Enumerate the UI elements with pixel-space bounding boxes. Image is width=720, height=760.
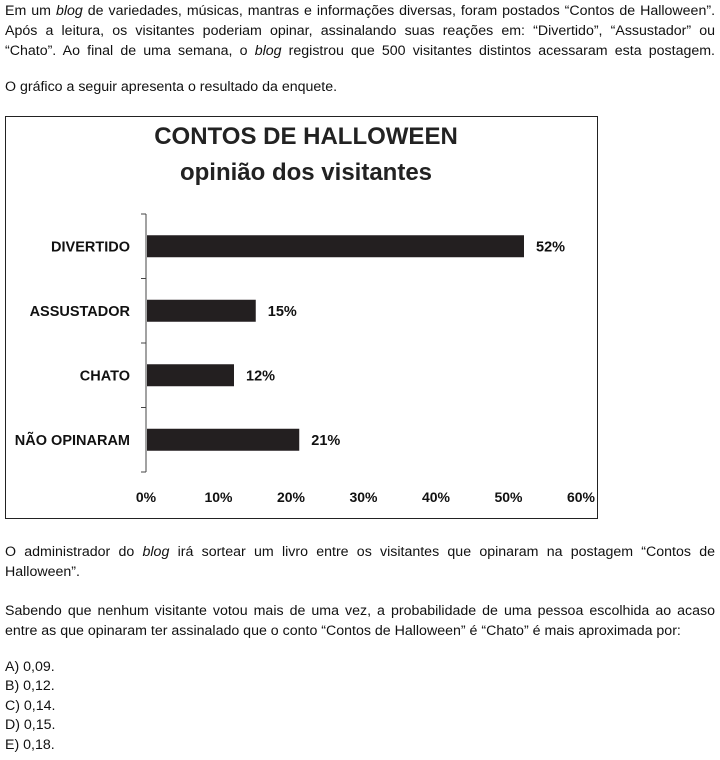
x-tick-label: 0% — [136, 489, 157, 505]
x-tick-label: 10% — [204, 489, 233, 505]
question-paragraph: O administrador do blog irá sortear um l… — [5, 542, 715, 582]
x-tick-label: 20% — [277, 489, 306, 505]
intro-blog-word-2: blog — [254, 43, 282, 59]
question-text-b: irá sortear um livro entre os visitantes… — [5, 544, 716, 580]
chart-title: CONTOS DE HALLOWEEN — [154, 123, 458, 150]
bar-value-label: 21% — [311, 433, 340, 449]
option-d[interactable]: D) 0,15. — [5, 717, 56, 734]
bar-chart: CONTOS DE HALLOWEEN opinião dos visitante… — [5, 116, 598, 519]
category-label: CHATO — [80, 368, 130, 384]
bar-value-label: 12% — [246, 368, 275, 384]
option-b[interactable]: B) 0,12. — [5, 678, 55, 695]
chart-subtitle: opinião dos visitantes — [180, 159, 432, 186]
bar-value-label: 15% — [268, 304, 297, 320]
bar — [147, 235, 524, 258]
bar — [147, 428, 300, 451]
question-blog-word: blog — [142, 544, 170, 560]
x-tick-label: 30% — [349, 489, 378, 505]
intro-paragraph: Em um blog de variedades, músicas, mantr… — [5, 1, 715, 61]
intro-blog-word: blog — [55, 3, 83, 19]
chart-intro: O gráfico a seguir apresenta o resultado… — [5, 79, 338, 95]
category-label: ASSUSTADOR — [30, 304, 131, 320]
bar — [147, 299, 256, 322]
option-a[interactable]: A) 0,09. — [5, 659, 55, 675]
x-tick-label: 60% — [567, 489, 596, 505]
intro-text-b: de variedades, músicas, mantras e inform… — [5, 3, 716, 59]
category-label: NÃO OPINARAM — [15, 431, 130, 449]
option-c[interactable]: C) 0,14. — [5, 697, 56, 714]
question-prompt: Sabendo que nenhum visitante votou mais … — [5, 603, 715, 639]
x-tick-label: 50% — [494, 489, 523, 505]
intro-text-a: Em um — [5, 3, 56, 19]
answer-options: A) 0,09. B) 0,12. C) 0,14. D) 0,15. E) 0… — [5, 658, 55, 755]
bar — [147, 364, 234, 387]
bar-value-label: 52% — [536, 239, 565, 255]
question-text-a: O administrador do — [5, 544, 143, 560]
category-label: DIVERTIDO — [51, 239, 130, 255]
x-tick-label: 40% — [422, 489, 451, 505]
intro-text-c: registrou que 500 visitantes distintos a… — [281, 43, 716, 59]
chart-svg: CONTOS DE HALLOWEEN opinião dos visitante… — [15, 123, 596, 505]
option-e[interactable]: E) 0,18. — [5, 736, 55, 753]
